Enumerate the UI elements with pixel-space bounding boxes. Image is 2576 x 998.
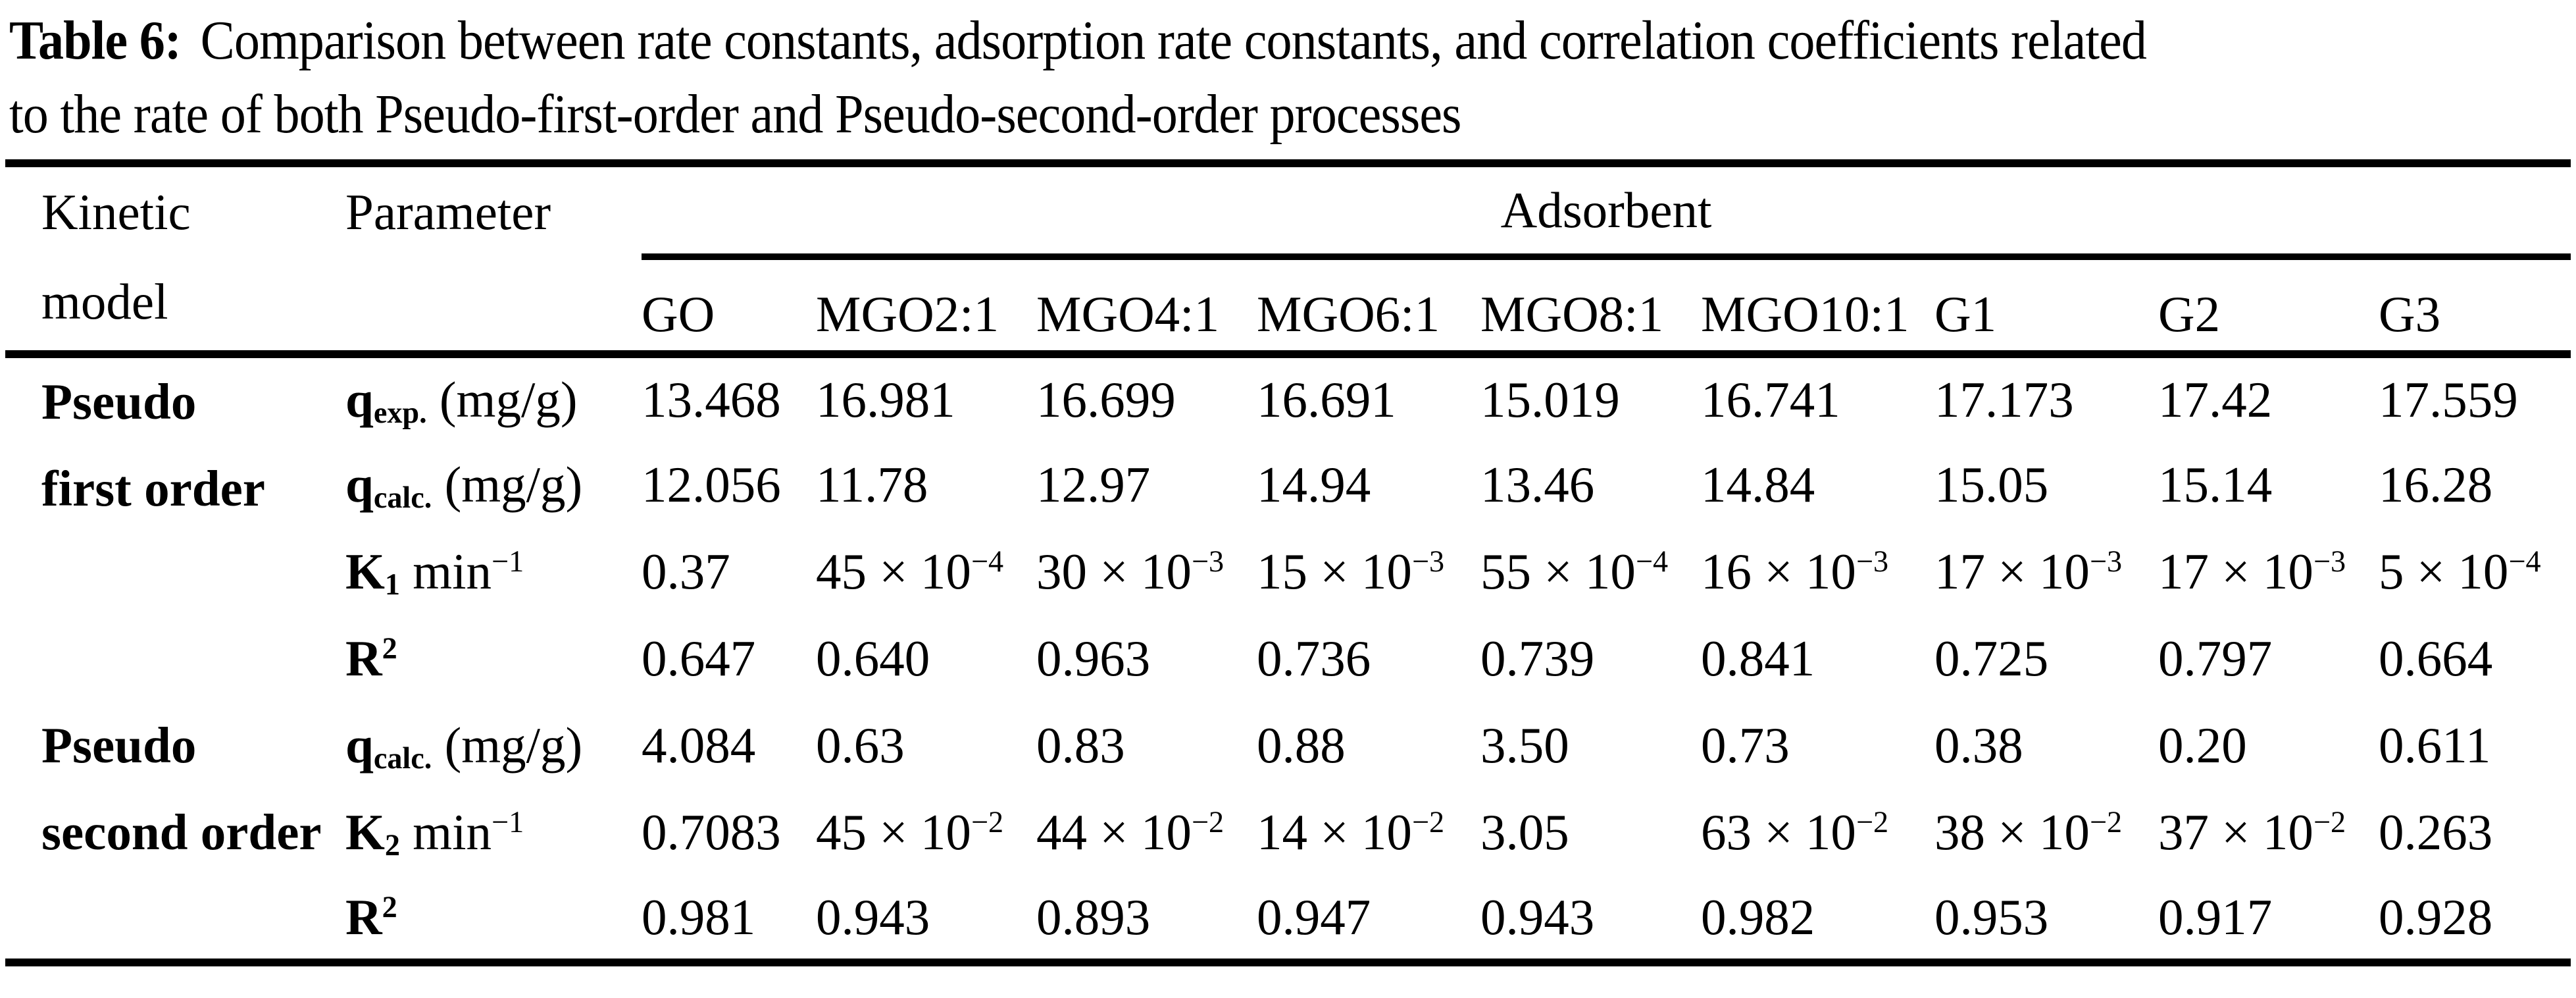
value-cell: 0.38: [1934, 716, 2023, 774]
value-cell: 0.88: [1257, 716, 1346, 774]
value-cell: 0.982: [1701, 888, 1815, 945]
value-cell: 0.664: [2379, 629, 2493, 687]
value-cell: 0.647: [642, 629, 756, 687]
value-cell: 0.37: [642, 542, 730, 600]
value-cell: 3.50: [1480, 716, 1569, 774]
value-cell: 17.173: [1934, 371, 2074, 428]
value-cell: 16.741: [1701, 371, 1840, 428]
adsorbent-col-header: G3: [2379, 257, 2571, 358]
value-cell: 0.263: [2379, 803, 2493, 860]
caption-line1: Comparison between rate constants, adsor…: [200, 10, 2147, 71]
value-cell: 17 × 10−3: [1934, 542, 2123, 600]
adsorbent-col-header: MGO10:1: [1701, 257, 1934, 358]
value-cell: 16.28: [2379, 456, 2493, 513]
value-cell: 0.20: [2158, 716, 2247, 774]
table-caption: Table 6: Comparison between rate constant…: [9, 4, 2396, 151]
parameter-header: Parameter: [345, 163, 642, 358]
value-cell: 0.893: [1036, 888, 1151, 945]
value-cell: 45 × 10−4: [816, 542, 1004, 600]
adsorbent-col-header: MGO8:1: [1480, 257, 1701, 358]
value-cell: 0.841: [1701, 629, 1815, 687]
value-cell: 13.46: [1480, 456, 1595, 513]
value-cell: 0.981: [642, 888, 756, 945]
table-number-label: Table 6:: [9, 10, 182, 71]
adsorbent-header: Adsorbent: [642, 163, 2571, 260]
value-cell: 11.78: [816, 456, 928, 513]
parameter-cell: K2 min−1: [345, 803, 524, 862]
value-cell: 55 × 10−4: [1480, 542, 1669, 600]
value-cell: 15.019: [1480, 371, 1620, 428]
value-cell: 44 × 10−2: [1036, 803, 1225, 860]
table-row: R2 0.981 0.943 0.893 0.947 0.943 0.982 0…: [5, 876, 2571, 962]
value-cell: 45 × 10−2: [816, 803, 1004, 860]
value-cell: 14.94: [1257, 456, 1371, 513]
value-cell: 0.943: [1480, 888, 1595, 945]
header-row-adsorbents: GO MGO2:1 MGO4:1 MGO6:1 MGO8:1 MGO10:1 G…: [5, 257, 2571, 358]
value-cell: 37 × 10−2: [2158, 803, 2346, 860]
value-cell: 15.05: [1934, 456, 2049, 513]
value-cell: 0.73: [1701, 716, 1790, 774]
value-cell: 0.947: [1257, 888, 1371, 945]
value-cell: 14 × 10−2: [1257, 803, 1445, 860]
value-cell: 4.084: [642, 716, 756, 774]
adsorbent-col-header: MGO6:1: [1257, 257, 1480, 358]
table-row: R2 0.647 0.640 0.963 0.736 0.739 0.841 0…: [5, 615, 2571, 702]
value-cell: 0.953: [1934, 888, 2049, 945]
value-cell: 0.797: [2158, 629, 2273, 687]
value-cell: 5 × 10−4: [2379, 542, 2541, 600]
value-cell: 0.725: [1934, 629, 2049, 687]
parameter-cell: K1 min−1: [345, 542, 524, 601]
value-cell: 0.917: [2158, 888, 2273, 945]
adsorbent-col-header: MGO4:1: [1036, 257, 1257, 358]
value-cell: 0.83: [1036, 716, 1125, 774]
group-label-second-order: Pseudo second order: [41, 717, 322, 860]
table-row: Pseudo first order qexp. (mg/g) 13.468 1…: [5, 354, 2571, 517]
adsorbent-col-header: GO: [642, 257, 816, 358]
value-cell: 0.736: [1257, 629, 1371, 687]
value-cell: 0.928: [2379, 888, 2493, 945]
value-cell: 17.559: [2379, 371, 2518, 428]
kinetic-model-header: Kinetic model: [5, 163, 345, 358]
value-cell: 15 × 10−3: [1257, 542, 1445, 600]
value-cell: 17.42: [2158, 371, 2273, 428]
parameter-cell: qcalc. (mg/g): [345, 456, 583, 514]
value-cell: 15.14: [2158, 456, 2273, 513]
value-cell: 0.7083: [642, 803, 781, 860]
value-cell: 16 × 10−3: [1701, 542, 1889, 600]
parameter-cell: R2: [345, 629, 397, 687]
parameter-cell: qcalc. (mg/g): [345, 716, 583, 775]
parameter-cell: R2: [345, 888, 397, 945]
value-cell: 13.468: [642, 371, 781, 428]
adsorbent-col-header: G1: [1934, 257, 2158, 358]
adsorbent-col-header: MGO2:1: [816, 257, 1036, 358]
caption-line2: to the rate of both Pseudo-first-order a…: [9, 84, 1461, 145]
value-cell: 30 × 10−3: [1036, 542, 1225, 600]
value-cell: 17 × 10−3: [2158, 542, 2346, 600]
value-cell: 3.05: [1480, 803, 1569, 860]
value-cell: 0.63: [816, 716, 905, 774]
value-cell: 0.943: [816, 888, 930, 945]
value-cell: 0.640: [816, 629, 930, 687]
table-row: Pseudo second order qcalc. (mg/g) 4.084 …: [5, 702, 2571, 860]
group-label-first-order: Pseudo first order: [41, 373, 265, 517]
value-cell: 16.691: [1257, 371, 1396, 428]
table-row: qcalc. (mg/g) 12.056 11.78 12.97 14.94 1…: [5, 441, 2571, 528]
table-row: K2 min−1 0.7083 45 × 10−2 44 × 10−2 14 ×…: [5, 789, 2571, 876]
value-cell: 38 × 10−2: [1934, 803, 2123, 860]
kinetics-comparison-table: Kinetic model Parameter Adsorbent GO MGO…: [5, 159, 2571, 966]
header-row-top: Kinetic model Parameter Adsorbent: [5, 163, 2571, 358]
value-cell: 14.84: [1701, 456, 1815, 513]
value-cell: 16.699: [1036, 371, 1176, 428]
value-cell: 16.981: [816, 371, 955, 428]
adsorbent-col-header: G2: [2158, 257, 2379, 358]
value-cell: 0.963: [1036, 629, 1151, 687]
value-cell: 0.611: [2379, 716, 2491, 774]
value-cell: 0.739: [1480, 629, 1595, 687]
value-cell: 63 × 10−2: [1701, 803, 1889, 860]
value-cell: 12.056: [642, 456, 781, 513]
value-cell: 12.97: [1036, 456, 1151, 513]
table-row: K1 min−1 0.37 45 × 10−4 30 × 10−3 15 × 1…: [5, 528, 2571, 615]
parameter-cell: qexp. (mg/g): [345, 371, 578, 429]
